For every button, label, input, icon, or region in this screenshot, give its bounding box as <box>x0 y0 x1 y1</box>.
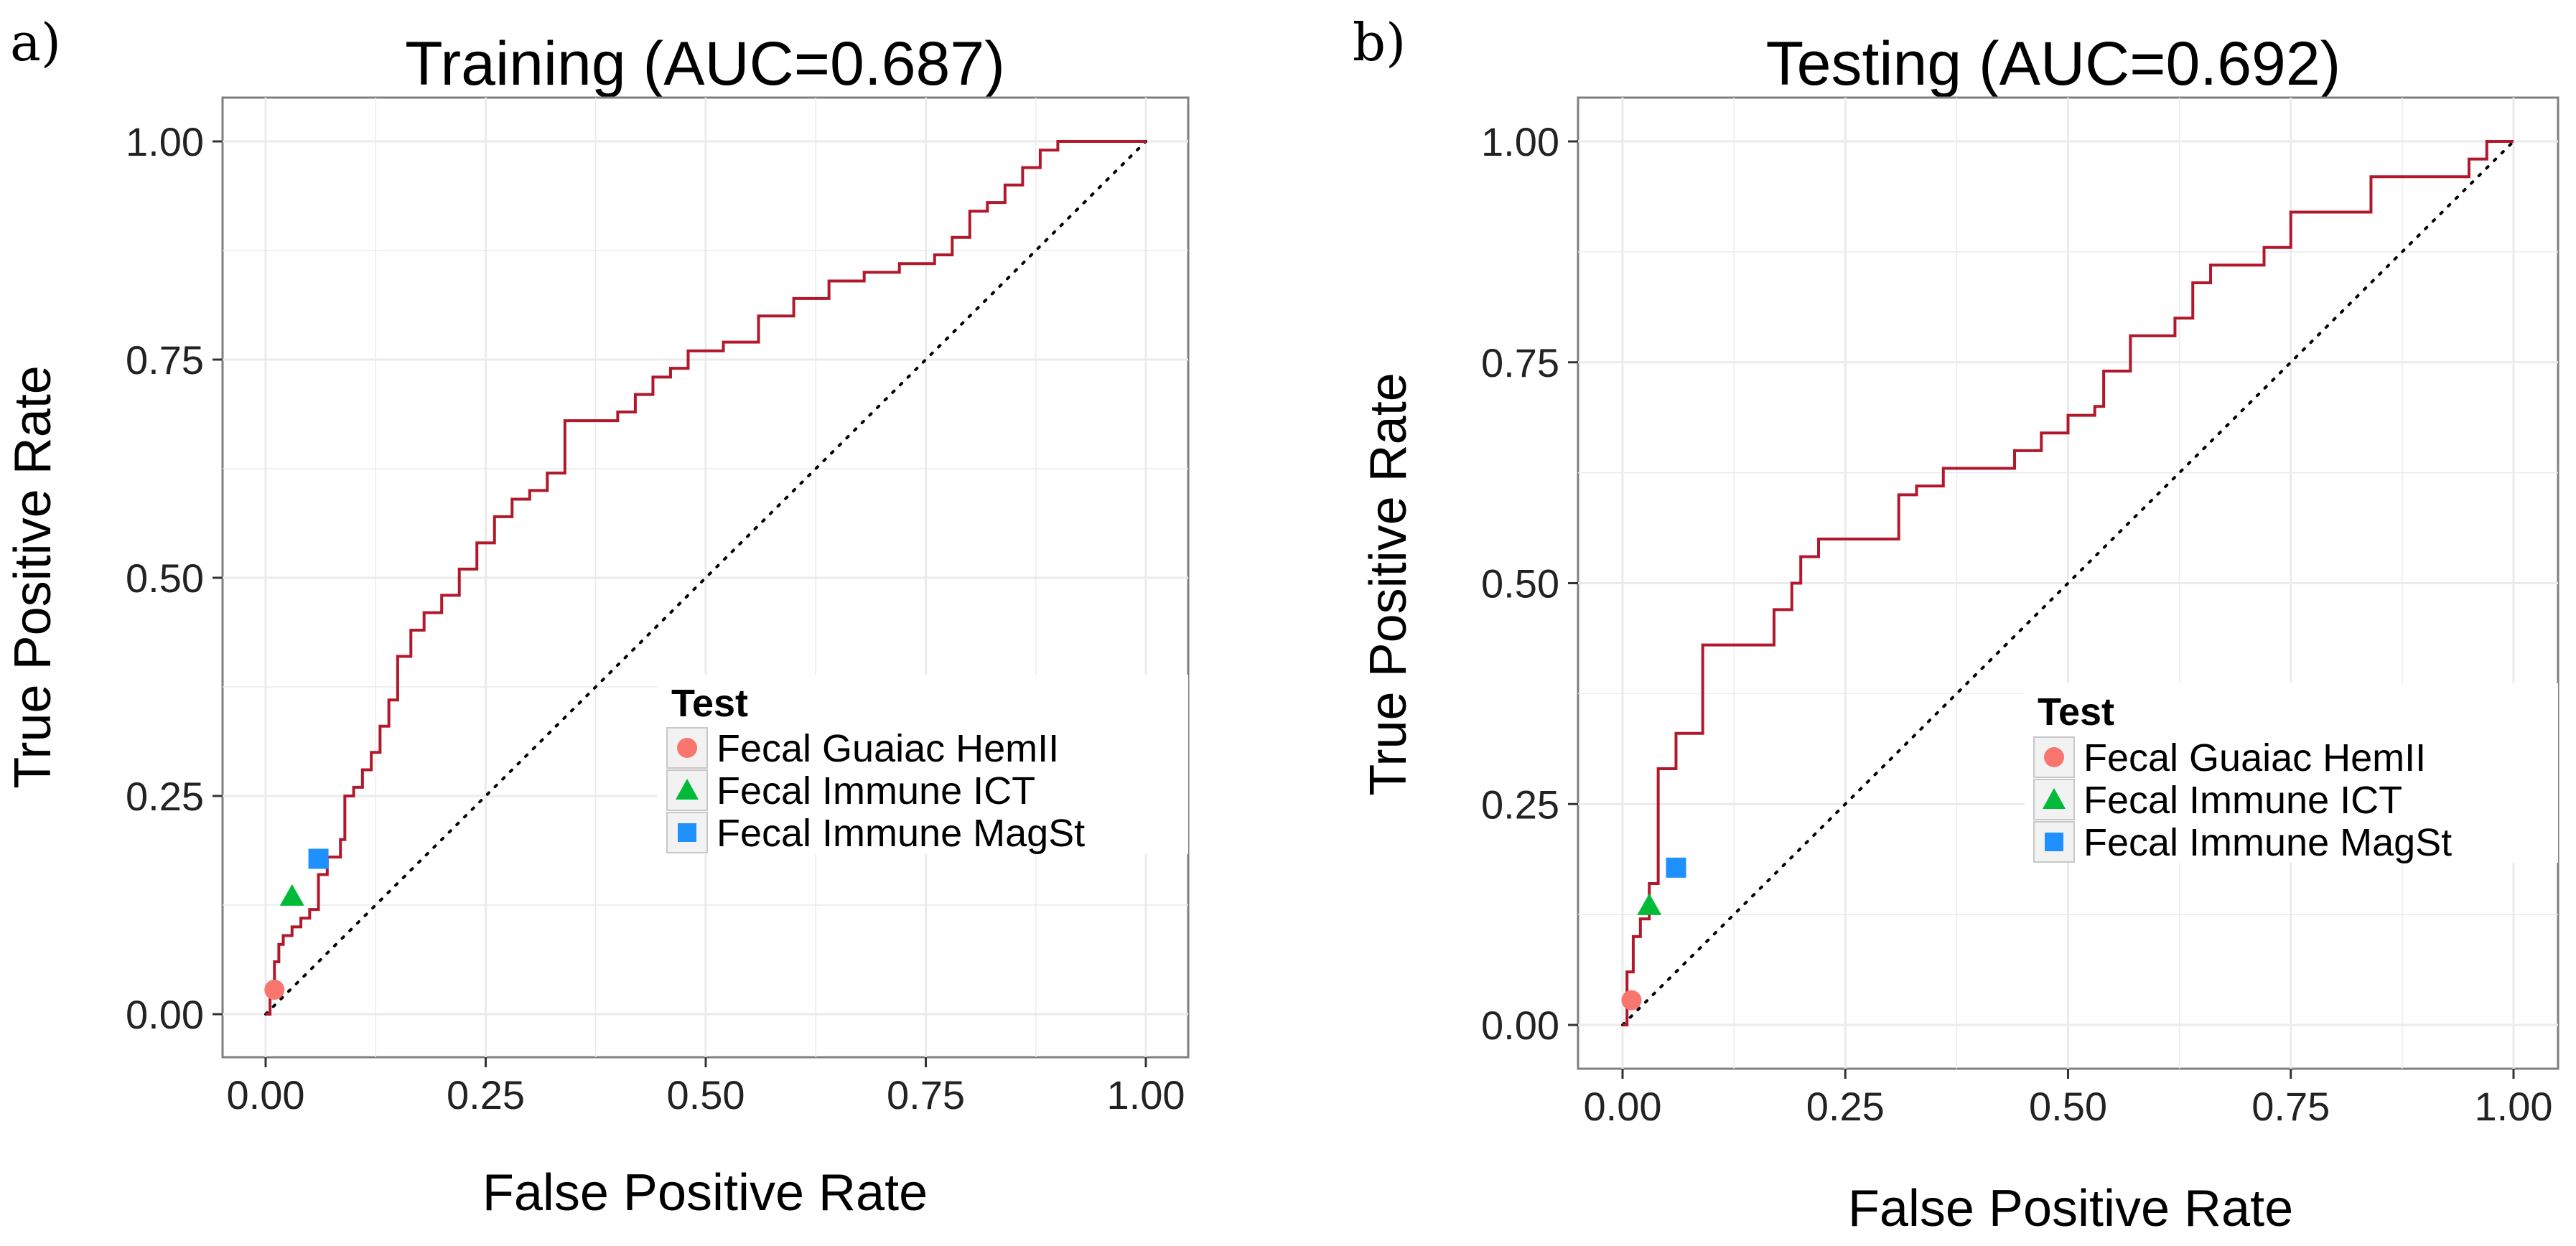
testing-legend-hemII: Fecal Guaiac HemII <box>2083 736 2426 779</box>
training-y-tick-0: 0.00 <box>126 992 204 1037</box>
training-x-tick-0: 0.00 <box>227 1072 305 1118</box>
training-point-magst <box>308 848 329 869</box>
training-legend-title: Test <box>671 682 748 725</box>
testing-chance-diagonal <box>1621 140 2515 1026</box>
testing-legend-hemII-icon <box>2044 747 2064 767</box>
training-y-tick-2: 0.50 <box>126 556 204 601</box>
training-point-hemII <box>264 979 285 1000</box>
training-chance-diagonal <box>264 140 1147 1016</box>
testing-chart-title: Testing (AUC=0.692) <box>1766 29 2341 98</box>
training-x-tick-4: 1.00 <box>1107 1072 1185 1118</box>
panel-b-label: b) <box>1353 12 1406 72</box>
training-point-ict <box>279 884 304 906</box>
testing-y-tick-4: 1.00 <box>1481 119 1559 164</box>
training-x-tick-2: 0.50 <box>667 1072 745 1118</box>
training-y-tick-1: 0.25 <box>126 774 204 819</box>
training-y-axis-title: True Positive Rate <box>4 365 62 789</box>
testing-point-hemII <box>1621 990 1642 1011</box>
testing-y-tick-2: 0.50 <box>1481 561 1559 606</box>
testing-legend: Test Fecal Guaiac HemII Fecal Immune ICT… <box>2025 683 2558 864</box>
training-legend-ict: Fecal Immune ICT <box>717 769 1035 812</box>
testing-x-tick-4: 1.00 <box>2475 1084 2553 1129</box>
training-y-tick-3: 0.75 <box>126 337 204 383</box>
training-x-axis-title: False Positive Rate <box>482 1164 928 1222</box>
testing-roc-curve <box>1623 140 2514 1026</box>
training-chart: Training (AUC=0.687) 0.00 0.25 0.50 0.75… <box>4 29 1190 1222</box>
testing-y-tick-0: 0.00 <box>1481 1003 1559 1048</box>
testing-legend-magst-icon <box>2045 833 2063 851</box>
training-legend-magst: Fecal Immune MagSt <box>717 812 1085 855</box>
training-roc-curve <box>266 140 1146 1016</box>
testing-x-tick-0: 0.00 <box>1584 1084 1662 1129</box>
testing-legend-ict: Fecal Immune ICT <box>2083 779 2402 822</box>
testing-legend-title: Test <box>2038 690 2114 734</box>
testing-x-tick-2: 0.50 <box>2029 1084 2107 1129</box>
testing-y-tick-1: 0.25 <box>1481 782 1559 827</box>
testing-point-magst <box>1666 857 1686 878</box>
training-y-tick-4: 1.00 <box>126 119 204 164</box>
training-legend-ict-icon <box>676 779 699 800</box>
testing-y-axis-title: True Positive Rate <box>1360 373 1417 796</box>
training-legend-hemII-icon <box>677 738 697 758</box>
training-legend-bg <box>657 675 1188 854</box>
testing-y-tick-3: 0.75 <box>1481 340 1559 385</box>
panel-a-label: a) <box>10 12 61 72</box>
training-legend-hemII: Fecal Guaiac HemII <box>717 727 1059 770</box>
testing-legend-bg <box>2025 683 2558 863</box>
testing-chart: Testing (AUC=0.692) 0.00 0.25 0.50 0.75 … <box>1360 29 2559 1237</box>
testing-x-tick-3: 0.75 <box>2251 1084 2330 1129</box>
training-legend-magst-icon <box>678 823 696 842</box>
training-x-tick-1: 0.25 <box>447 1072 525 1118</box>
training-legend: Test Fecal Guaiac HemII Fecal Immune ICT… <box>657 675 1188 855</box>
testing-point-ict <box>1637 893 1662 915</box>
testing-x-tick-1: 0.25 <box>1806 1084 1885 1129</box>
training-x-tick-3: 0.75 <box>887 1072 965 1118</box>
training-chart-title: Training (AUC=0.687) <box>405 29 1005 98</box>
testing-legend-magst: Fecal Immune MagSt <box>2083 821 2452 864</box>
testing-x-axis-title: False Positive Rate <box>1848 1180 2293 1237</box>
testing-legend-ict-icon <box>2043 788 2066 809</box>
